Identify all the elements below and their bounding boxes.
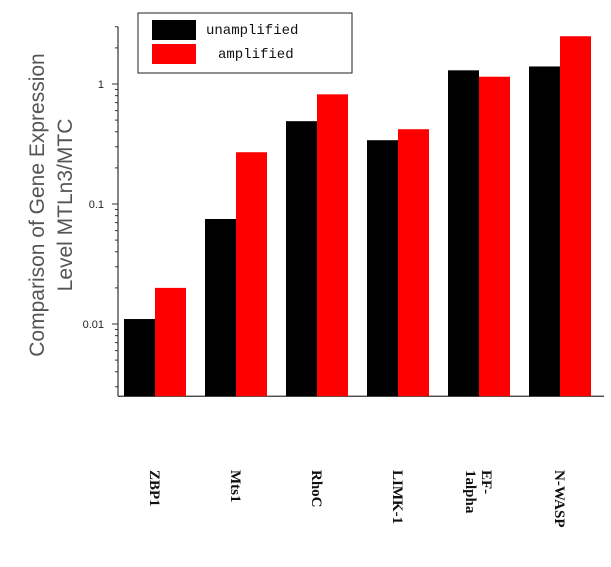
category-labels: ZBP1 Mts1 RhoC LIMK-1 EF-1alpha N-WASP [146,470,567,528]
category-label-group: EF-1alpha [462,470,494,514]
bar-unamplified-0 [124,319,155,397]
category-label-group: N-WASP [551,470,567,528]
y-tick-label: 0.01 [83,319,104,331]
bar-amplified-3 [398,129,429,397]
category-label: LIMK-1 [389,470,405,524]
y-axis-title: Comparison of Gene Expression Level MTLn3… [26,53,77,357]
bar-unamplified-4 [448,70,479,397]
y-axis-title-line: Comparison of Gene Expression [26,53,49,357]
legend-label-unamplified: unamplified [206,23,298,39]
y-axis-title-line: Level MTLn3/MTC [54,119,77,292]
bar-amplified-1 [236,152,267,397]
bar-amplified-0 [155,287,186,397]
bar-unamplified-3 [367,140,398,397]
y-tick-label: 0.1 [89,199,104,211]
category-label: 1alpha [462,470,478,514]
bar-amplified-5 [560,36,591,397]
category-label: EF- [478,470,494,494]
category-label-group: RhoC [308,470,324,508]
category-label: RhoC [308,470,324,508]
category-label-group: LIMK-1 [389,470,405,524]
category-label: Mts1 [227,470,243,503]
category-label: ZBP1 [146,470,162,507]
legend-label-amplified: amplified [218,47,294,63]
y-ticks: 0.01 0.1 1 [83,26,118,388]
bar-amplified-2 [317,94,348,397]
category-label: N-WASP [551,470,567,528]
bar-amplified-4 [479,76,510,397]
bars [124,36,591,397]
legend-swatch-amplified [152,44,196,64]
y-tick-label: 1 [98,79,104,91]
category-label-group: Mts1 [227,470,243,503]
bar-unamplified-1 [205,218,236,397]
legend: unamplified amplified [137,12,353,74]
axes [117,26,604,397]
legend-swatch-unamplified [152,20,196,40]
bar-unamplified-5 [529,66,560,397]
category-label-group: ZBP1 [146,470,162,507]
bar-unamplified-2 [286,121,317,397]
